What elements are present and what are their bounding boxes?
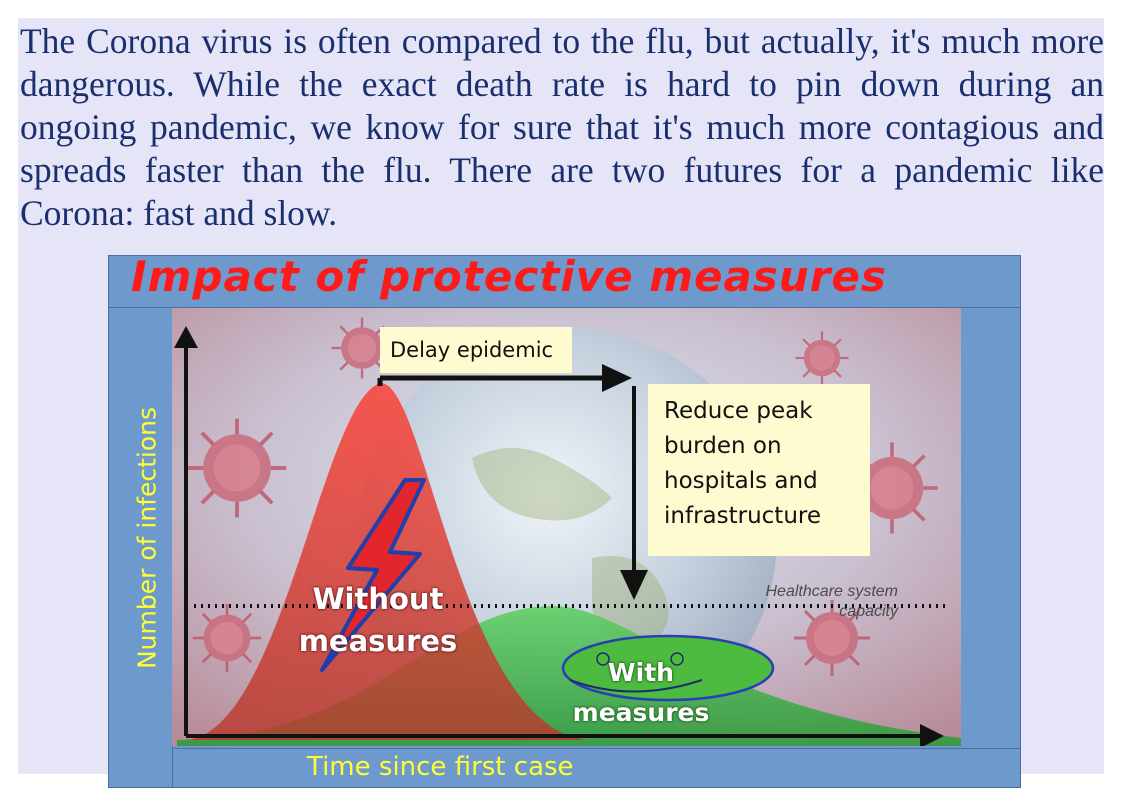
figure-title: Impact of protective measures: [131, 252, 887, 301]
delay-arrow: [377, 364, 632, 392]
reduce-peak-line: burden on: [664, 433, 782, 459]
with-measures-label: With measures: [556, 653, 726, 733]
x-axis-label: Time since first case: [307, 752, 574, 782]
capacity-label-line: Healthcare system: [765, 583, 899, 600]
figure-title-bar: Impact of protective measures: [109, 252, 1020, 308]
capacity-label-line: capacity: [839, 603, 898, 620]
frame-divider-bottom: [172, 748, 1020, 749]
without-measures-label: Without measures: [288, 578, 468, 662]
smiley-mouth-icon: [569, 679, 703, 693]
reduce-peak-note: Reduce peak burden on hospitals and infr…: [648, 384, 870, 556]
reduce-arrow: [620, 386, 648, 600]
reduce-peak-line: hospitals and: [664, 468, 818, 494]
lightning-icon: [320, 478, 426, 672]
delay-epidemic-note: Delay epidemic: [380, 327, 572, 373]
with-measures-line: measures: [572, 698, 710, 727]
with-measures-line: With: [608, 658, 674, 687]
smiley-eye-icon: [596, 652, 610, 666]
smiley-eye-icon: [670, 652, 684, 666]
reduce-peak-line: infrastructure: [664, 503, 821, 529]
without-measures-line: measures: [298, 624, 458, 658]
axis-arrows: [174, 326, 944, 746]
healthcare-capacity-label: Healthcare system capacity: [716, 582, 899, 622]
smiley-icon: [561, 634, 775, 702]
without-measures-line: Without: [312, 582, 444, 616]
reduce-peak-line: Reduce peak: [664, 398, 813, 424]
y-axis-label: Number of infections: [132, 406, 162, 670]
intro-paragraph: The Corona virus is often compared to th…: [20, 21, 1104, 233]
